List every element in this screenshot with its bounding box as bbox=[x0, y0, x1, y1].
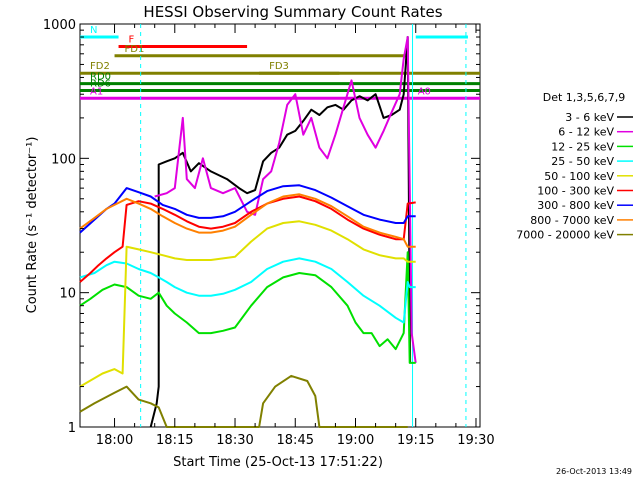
legend-label-100-300-kev: 100 - 300 keV bbox=[537, 185, 614, 198]
footer-timestamp: 26-Oct-2013 13:49 bbox=[556, 467, 632, 476]
legend-label-6-12-kev: 6 - 12 keV bbox=[558, 126, 614, 139]
legend-label-3-6-kev: 3 - 6 keV bbox=[565, 111, 614, 124]
vertical-markers bbox=[140, 24, 467, 427]
chart-title: HESSI Observing Summary Count Rates bbox=[143, 3, 442, 21]
series-line-7000-20000-kev bbox=[79, 374, 408, 428]
y-axis-label: Count Rate (s⁻¹ detector⁻¹) bbox=[25, 137, 40, 314]
legend-label-300-800-kev: 300 - 800 keV bbox=[537, 199, 614, 212]
x-axis-ticks: 18:00 18:15 18:30 18:45 19:00 19:15 19:30 bbox=[96, 24, 495, 448]
annotation-label-fd3: FD3 bbox=[269, 61, 289, 72]
annotation-label-fd2: FD2 bbox=[90, 61, 110, 72]
x-tick-label: 19:00 bbox=[337, 433, 374, 448]
series-line-12-25-kev bbox=[79, 251, 416, 364]
series-line-300-800-kev bbox=[79, 184, 416, 234]
legend-label-12-25-kev: 12 - 25 keV bbox=[551, 140, 614, 153]
y-tick-label: 100 bbox=[51, 152, 76, 167]
annotation-label-f: F bbox=[129, 34, 135, 45]
x-tick-label: 18:15 bbox=[156, 433, 193, 448]
y-axis-ticks: 1 10 100 1000 bbox=[43, 18, 480, 436]
annotation-label-a0: A0 bbox=[418, 86, 431, 97]
x-tick-label: 19:30 bbox=[457, 433, 494, 448]
series-line-50-100-kev bbox=[79, 220, 416, 388]
y-tick-label: 10 bbox=[59, 287, 76, 302]
legend-title: Det 1,3,5,6,7,9 bbox=[543, 91, 626, 104]
y-tick-label: 1000 bbox=[43, 18, 76, 33]
series-line-25-50-kev bbox=[79, 257, 416, 324]
series-line-3-6-kev bbox=[149, 36, 412, 428]
series-line-100-300-kev bbox=[79, 195, 416, 283]
annotation-label-rd6: RD6 bbox=[90, 78, 111, 89]
annotation-label-fd1: FD1 bbox=[125, 44, 145, 55]
x-tick-label: 19:15 bbox=[397, 433, 434, 448]
legend-label-800-7000-kev: 800 - 7000 keV bbox=[530, 214, 614, 227]
x-tick-label: 18:45 bbox=[277, 433, 314, 448]
legend-label-25-50-kev: 25 - 50 keV bbox=[551, 155, 614, 168]
annotation-label-rd0: RD0 bbox=[90, 72, 111, 83]
x-tick-label: 18:00 bbox=[96, 433, 133, 448]
x-tick-label: 18:30 bbox=[216, 433, 253, 448]
plot-frame bbox=[79, 23, 481, 428]
series-lines bbox=[79, 36, 417, 428]
x-axis-label: Start Time (25-Oct-13 17:51:22) bbox=[173, 455, 383, 470]
series-line-6-12-kev bbox=[154, 36, 417, 364]
legend-label-7000-20000-kev: 7000 - 20000 keV bbox=[516, 229, 614, 242]
annotation-label-a1: A1 bbox=[90, 86, 103, 97]
y-tick-label: 1 bbox=[68, 421, 76, 436]
annotation-label-n: N bbox=[90, 25, 97, 36]
legend-label-50-100-kev: 50 - 100 keV bbox=[544, 170, 614, 183]
series-line-800-7000-kev bbox=[79, 193, 416, 248]
